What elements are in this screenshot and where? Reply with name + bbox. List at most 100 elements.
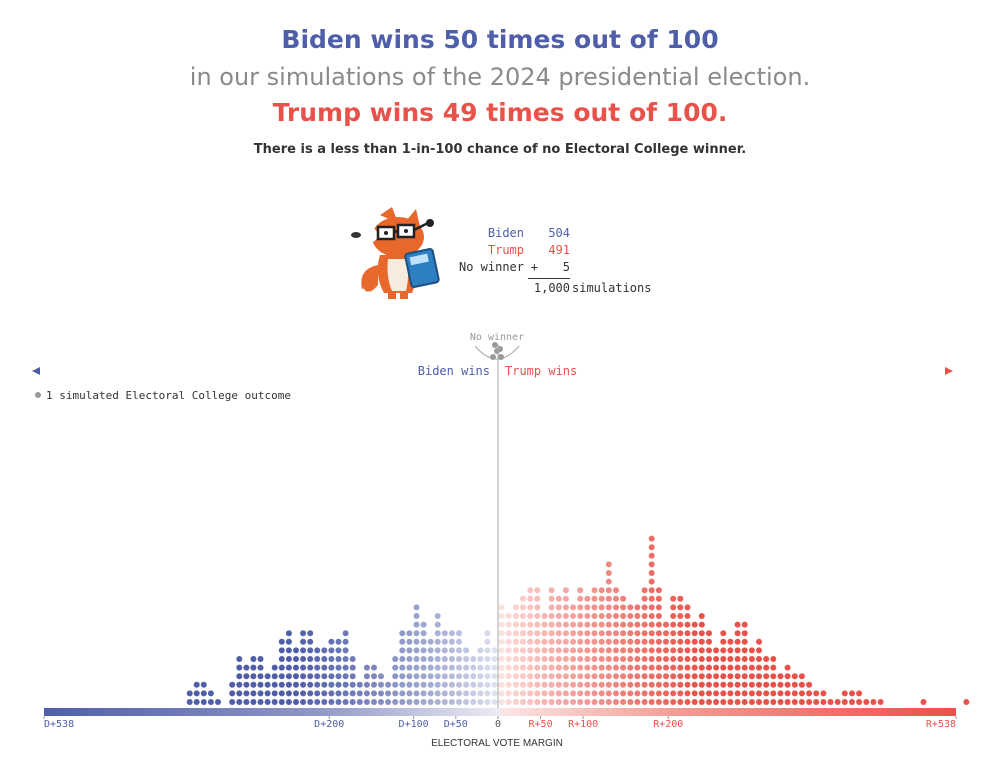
trump-simulation-dot [548,613,555,619]
trump-simulation-dot [641,656,648,662]
trump-simulation-dot [748,673,755,680]
trump-simulation-dot [534,690,541,697]
trump-simulation-dot [706,690,712,697]
trump-simulation-dot [684,647,691,654]
biden-simulation-dot [399,681,406,688]
trump-simulation-dot [634,647,641,654]
biden-simulation-dot [342,656,349,662]
trump-simulation-dot [684,621,691,628]
biden-simulation-dot [335,647,342,654]
trump-simulation-dot [648,681,655,688]
trump-simulation-dot [584,638,591,645]
biden-simulation-dot [307,630,314,637]
biden-simulation-dot [434,613,441,619]
biden-simulation-dot [335,664,342,671]
trump-simulation-dot [605,690,612,697]
trump-simulation-dot [641,613,648,619]
trump-simulation-dot [613,587,619,594]
biden-simulation-dot [441,630,448,637]
trump-simulation-dot [691,690,698,697]
trump-simulation-dot [598,604,605,611]
trump-simulation-dot [677,647,684,654]
trump-simulation-dot [784,699,791,705]
trump-simulation-dot [548,621,555,628]
trump-simulation-dot [763,699,770,705]
trump-simulation-dot [648,630,655,637]
trump-simulation-dot [634,656,641,662]
trump-simulation-dot [727,638,734,645]
trump-simulation-dot [555,630,562,637]
biden-simulation-dot [484,656,491,662]
trump-simulation-dot [648,613,655,619]
biden-simulation-dot [243,664,250,671]
trump-simulation-dot [520,647,526,654]
trump-simulation-dot [727,647,734,654]
trump-simulation-dot [748,664,755,671]
biden-simulation-dot [342,699,349,705]
biden-simulation-dot [335,673,342,680]
biden-simulation-dot [420,681,427,688]
axis-tick-label: D+538 [44,719,74,730]
biden-simulation-dot [300,681,307,688]
biden-simulation-dot [200,699,207,705]
biden-simulation-dot [250,690,257,697]
biden-simulation-dot [356,699,363,705]
trump-simulation-dot [670,690,677,697]
trump-simulation-dot [784,681,791,688]
biden-simulation-dot [413,604,420,611]
trump-simulation-dot [677,681,684,688]
biden-simulation-dot [456,647,462,654]
trump-simulation-dot [648,535,655,542]
biden-simulation-dot [413,673,420,680]
biden-simulation-dot [413,656,420,662]
biden-simulation-dot [236,673,243,680]
biden-simulation-dot [293,681,299,688]
trump-simulation-dot [562,673,569,680]
trump-simulation-dot [641,647,648,654]
biden-simulation-dot [399,699,406,705]
biden-simulation-dot [463,656,470,662]
biden-simulation-dot [193,681,200,688]
biden-simulation-dot [427,681,434,688]
biden-simulation-dot [278,699,285,705]
biden-simulation-dot [441,638,448,645]
trump-simulation-dot [727,664,734,671]
biden-simulation-dot [491,647,498,654]
trump-simulation-dot [555,621,562,628]
trump-simulation-dot [698,690,705,697]
biden-simulation-dot [371,699,377,705]
trump-simulation-dot [741,699,748,705]
biden-simulation-dot [434,647,441,654]
trump-simulation-dot [613,690,619,697]
no-winner-dot [498,354,504,360]
biden-simulation-dot [328,681,335,688]
trump-simulation-dot [706,638,712,645]
trump-simulation-dot [620,638,627,645]
biden-simulation-dot [434,690,441,697]
trump-simulation-dot [841,699,848,705]
trump-simulation-dot [577,613,584,619]
biden-simulation-dot [470,681,477,688]
trump-simulation-dot [777,673,784,680]
trump-simulation-dot [663,664,669,671]
biden-simulation-dot [321,699,328,705]
biden-simulation-dot [427,638,434,645]
biden-simulation-dot [328,638,335,645]
trump-simulation-dot [798,690,805,697]
biden-simulation-dot [236,699,243,705]
trump-simulation-dot [620,656,627,662]
biden-simulation-dot [236,681,243,688]
biden-simulation-dot [356,690,363,697]
trump-simulation-dot [698,647,705,654]
simulation-dots [186,535,970,705]
biden-simulation-dot [413,630,420,637]
trump-simulation-dot [741,638,748,645]
trump-simulation-dot [727,690,734,697]
trump-simulation-dot [713,656,720,662]
biden-simulation-dot [477,690,484,697]
biden-simulation-dot [427,647,434,654]
trump-simulation-dot [641,664,648,671]
trump-simulation-dot [520,604,526,611]
biden-simulation-dot [250,673,257,680]
biden-simulation-dot [491,681,498,688]
